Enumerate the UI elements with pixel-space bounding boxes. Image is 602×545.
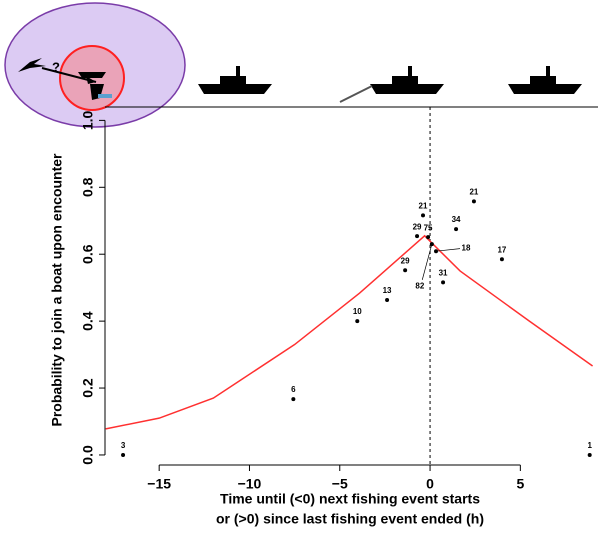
y-tick-label: 1.0 <box>80 110 96 130</box>
point-label: 6 <box>291 385 296 394</box>
x-tick-label: 5 <box>516 476 524 492</box>
x-tick-label: 0 <box>426 476 434 492</box>
point <box>587 452 592 457</box>
y-tick-label: 0.0 <box>80 445 96 465</box>
annotation: ? <box>52 59 60 74</box>
leader-line <box>421 244 433 280</box>
point <box>421 213 426 218</box>
point-label: 21 <box>469 187 478 196</box>
point <box>426 235 431 240</box>
point-label: 10 <box>353 307 362 316</box>
point-label: 82 <box>415 281 424 290</box>
point-label: 31 <box>439 268 448 277</box>
point <box>403 268 408 273</box>
x-tick-label: −10 <box>238 476 262 492</box>
point-label: 29 <box>401 256 410 265</box>
illustration <box>4 2 186 128</box>
point-label: 13 <box>383 286 392 295</box>
y-tick-label: 0.8 <box>80 177 96 197</box>
point <box>385 298 390 303</box>
fit-line <box>105 234 594 430</box>
point-label: 75 <box>424 223 433 232</box>
point-label: 18 <box>462 243 471 252</box>
point <box>415 234 420 239</box>
point <box>355 319 360 324</box>
y-tick-label: 0.4 <box>80 311 96 331</box>
point-label: 29 <box>413 222 422 231</box>
point-label: 34 <box>452 215 461 224</box>
point <box>441 280 446 285</box>
point <box>291 397 296 402</box>
point <box>499 257 504 262</box>
point <box>121 452 126 457</box>
point-label: 17 <box>497 245 506 254</box>
point-label: 21 <box>419 202 428 211</box>
y-axis-label: Probability to join a boat upon encounte… <box>49 153 65 427</box>
y-tick-label: 0.6 <box>80 244 96 264</box>
point <box>454 227 459 232</box>
x-tick-label: −5 <box>332 476 348 492</box>
point-label: 1 <box>587 441 592 450</box>
x-axis-label: Time until (<0) next fishing event start… <box>220 491 480 507</box>
leader-line <box>435 248 461 252</box>
point <box>471 199 476 204</box>
boats <box>198 66 582 103</box>
x-tick-label: −15 <box>147 476 171 492</box>
x-axis-label: or (>0) since last fishing event ended (… <box>216 511 484 527</box>
point-label: 3 <box>121 441 126 450</box>
y-tick-label: 0.2 <box>80 378 96 398</box>
